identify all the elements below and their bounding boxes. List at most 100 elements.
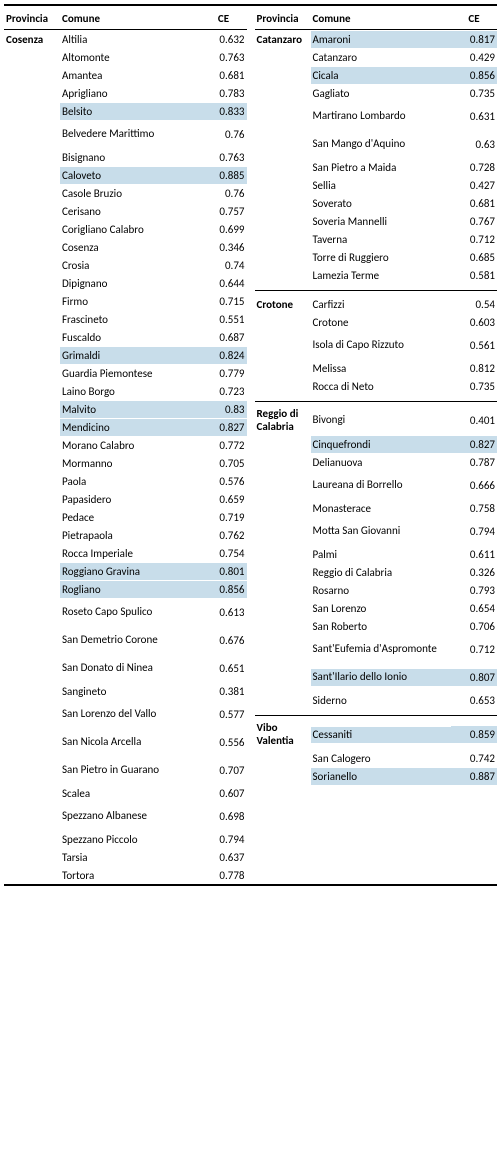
hdr-com: Comune	[60, 10, 201, 27]
table-row: CosenzaAltilia0.632	[4, 30, 247, 48]
ce-cell: 0.778	[201, 867, 247, 884]
province-cell	[255, 384, 311, 388]
ce-cell: 0.807	[451, 669, 497, 686]
province-cell	[255, 114, 311, 118]
province-cell	[255, 757, 311, 761]
ce-cell: 0.577	[201, 706, 247, 723]
ce-cell: 0.715	[201, 293, 247, 310]
ce-cell: 0.833	[201, 103, 247, 120]
comune-cell: Monasterace	[311, 500, 452, 517]
table-row: Aprigliano0.783	[4, 84, 247, 102]
table-row: CatanzaroAmaroni0.817	[255, 30, 498, 48]
comune-cell: Guardia Piemontese	[60, 365, 201, 382]
table-row: Tarsia0.637	[4, 848, 247, 866]
comune-cell: Sorianello	[311, 768, 452, 785]
right-column: Provincia Comune CE CatanzaroAmaroni0.81…	[255, 6, 498, 884]
province-cell	[255, 647, 311, 651]
ce-cell: 0.653	[451, 692, 497, 709]
left-column: Provincia Comune CE CosenzaAltilia0.632A…	[4, 6, 247, 884]
province-cell	[255, 142, 311, 146]
ce-cell: 0.763	[201, 149, 247, 166]
comune-cell: Delianuova	[311, 454, 452, 471]
province-cell	[4, 55, 60, 59]
comune-cell: Corigliano Calabro	[60, 221, 201, 238]
table-row: Martirano Lombardo0.631	[255, 102, 498, 130]
table-row: Guardia Piemontese0.779	[4, 364, 247, 382]
province-cell	[255, 55, 311, 59]
comune-cell: Isola di Capo Rizzuto	[311, 337, 452, 354]
table-row: Palmi0.611	[255, 545, 498, 563]
province-cell	[4, 209, 60, 213]
ce-cell: 0.735	[451, 85, 497, 102]
right-body: CatanzaroAmaroni0.817Catanzaro0.429Cical…	[255, 30, 498, 786]
ce-cell: 0.767	[451, 213, 497, 230]
ce-cell: 0.687	[201, 329, 247, 346]
table-row: Lamezia Terme0.581	[255, 266, 498, 284]
ce-cell: 0.631	[451, 108, 497, 125]
table-row: Monasterace0.758	[255, 499, 498, 517]
ce-cell: 0.644	[201, 275, 247, 292]
province-cell	[255, 675, 311, 679]
ce-cell: 0.885	[201, 167, 247, 184]
province-cell	[4, 712, 60, 716]
province-cell	[255, 366, 311, 370]
table-row: Siderno0.653	[255, 691, 498, 709]
comune-cell: Roggiano Gravina	[60, 563, 201, 580]
comune-cell: Cinquefrondi	[311, 436, 452, 453]
comune-cell: Dipignano	[60, 275, 201, 292]
comune-cell: San Calogero	[311, 750, 452, 767]
province-cell	[4, 689, 60, 693]
comune-cell: Spezzano Piccolo	[60, 831, 201, 848]
hdr-com: Comune	[311, 10, 452, 27]
ce-cell: 0.63	[451, 136, 497, 153]
province-cell	[255, 506, 311, 510]
province-cell	[4, 245, 60, 249]
comune-cell: Torre di Ruggiero	[311, 249, 452, 266]
comune-cell: San Donato di Ninea	[60, 660, 201, 677]
province-cell	[4, 740, 60, 744]
province-cell	[4, 638, 60, 642]
ce-cell: 0.76	[201, 185, 247, 202]
table-row: Dipignano0.644	[4, 274, 247, 292]
table-row: Corigliano Calabro0.699	[4, 220, 247, 238]
province-cell	[4, 335, 60, 339]
table-row: Catanzaro0.429	[255, 48, 498, 66]
comune-cell: Altomonte	[60, 49, 201, 66]
ce-cell: 0.719	[201, 509, 247, 526]
province-cell	[4, 389, 60, 393]
province-cell	[255, 483, 311, 487]
province-cell	[255, 237, 311, 241]
comune-cell: San Lorenzo del Vallo	[60, 706, 201, 723]
province-cell	[255, 529, 311, 533]
ce-cell: 0.723	[201, 383, 247, 400]
province-cell	[4, 587, 60, 591]
comune-cell: Gagliato	[311, 85, 452, 102]
ce-cell: 0.728	[451, 159, 497, 176]
ce-cell: 0.698	[201, 808, 247, 825]
table-row: San Roberto0.706	[255, 617, 498, 635]
ce-cell: 0.887	[451, 768, 497, 785]
comune-cell: Cessaniti	[311, 727, 452, 744]
ce-cell: 0.54	[451, 296, 497, 313]
ce-cell: 0.856	[451, 67, 497, 84]
table-row: Laureana di Borrello0.666	[255, 471, 498, 499]
comune-cell: Belvedere Marittimo	[60, 126, 201, 143]
comune-cell: Sellia	[311, 177, 452, 194]
ce-cell: 0.817	[451, 31, 497, 48]
ce-cell: 0.666	[451, 477, 497, 494]
table-row: Scalea0.607	[4, 784, 247, 802]
province-cell	[4, 191, 60, 195]
comune-cell: Spezzano Albanese	[60, 808, 201, 825]
province-cell	[4, 814, 60, 818]
ce-cell: 0.824	[201, 347, 247, 364]
province-cell	[255, 91, 311, 95]
ce-cell: 0.783	[201, 85, 247, 102]
province-cell	[255, 273, 311, 277]
province-cell	[4, 855, 60, 859]
ce-cell: 0.681	[201, 67, 247, 84]
table-row: Rosarno0.793	[255, 581, 498, 599]
table-row: Cicala0.856	[255, 66, 498, 84]
table-row: Sant'Eufemia d'Aspromonte0.712	[255, 635, 498, 663]
table-row: Firmo0.715	[4, 292, 247, 310]
table-row: Delianuova0.787	[255, 453, 498, 471]
